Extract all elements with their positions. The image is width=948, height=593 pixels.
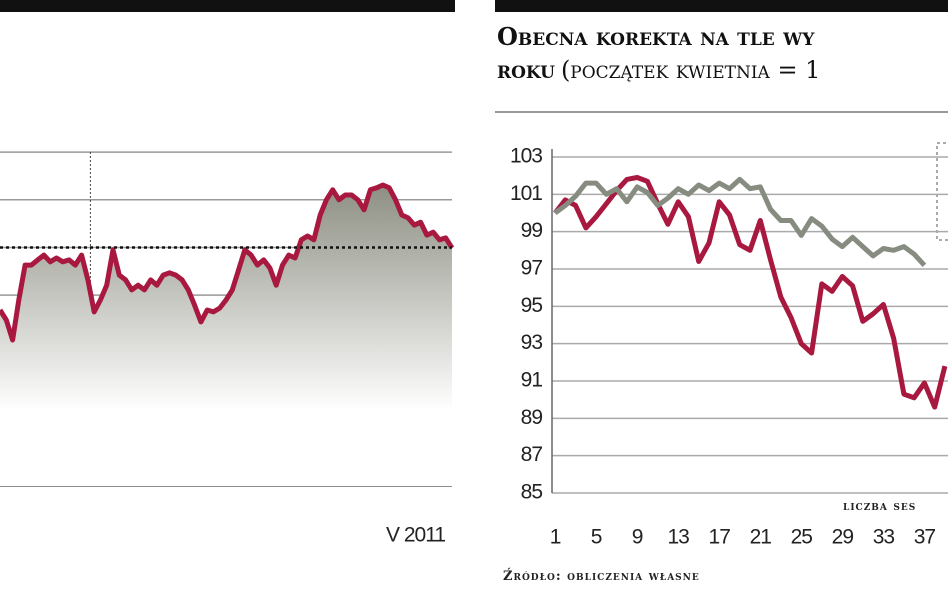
y-tick-label: 103	[510, 145, 542, 168]
series-line	[0, 182, 455, 343]
y-tick-label: 99	[521, 219, 543, 242]
chart-subtitle: roku (początek kwietnia = 1	[497, 55, 820, 84]
y-tick-label: 97	[521, 257, 543, 280]
chart-title: Obecna korekta na tle wy	[497, 22, 815, 51]
x-tick-label: 17	[709, 526, 731, 549]
y-tick-label: 93	[521, 331, 543, 354]
annotation: V 2011	[386, 524, 445, 547]
series-line	[553, 176, 927, 267]
y-tick-label: 101	[510, 182, 542, 205]
subtitle-bold: roku	[497, 55, 555, 84]
area	[0, 185, 452, 486]
header-bar	[495, 0, 948, 12]
y-tick-label: 95	[521, 294, 543, 317]
x-tick-label: 37	[914, 526, 936, 549]
x-tick-label: 21	[750, 526, 772, 549]
y-tick-label: 89	[521, 406, 543, 429]
x-tick-label: 25	[791, 526, 813, 549]
series-line	[553, 175, 948, 410]
subtitle: (początek kwietnia = 1	[561, 56, 821, 84]
y-tick-label: 87	[521, 443, 543, 466]
x-tick-label: 5	[591, 526, 602, 549]
y-tick-label: 91	[521, 369, 543, 392]
x-tick-label: 33	[873, 526, 895, 549]
source: Źródło: obliczenia własne	[503, 568, 700, 584]
x-tick-label: 1	[550, 526, 561, 549]
header-bar	[0, 0, 455, 12]
x-tick-label: 9	[632, 526, 643, 549]
x-axis-label: liczba ses	[843, 499, 916, 514]
legend-box	[936, 142, 948, 241]
y-tick-label: 85	[521, 481, 543, 504]
x-tick-label: 29	[832, 526, 854, 549]
x-tick-label: 13	[668, 526, 690, 549]
